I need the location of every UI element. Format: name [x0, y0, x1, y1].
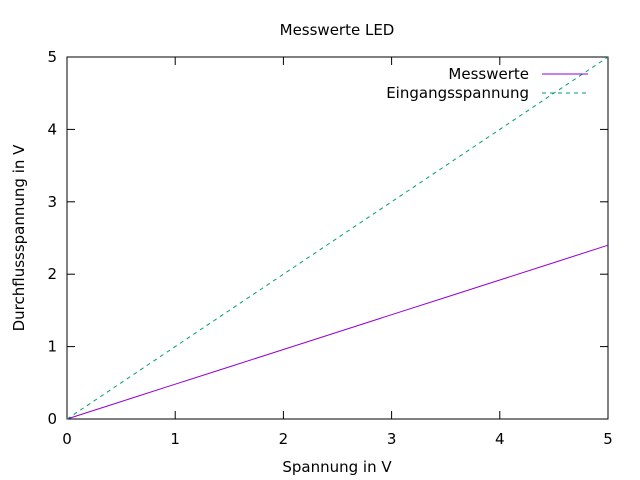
- legend-label: Messwerte: [448, 65, 529, 83]
- y-tick-label: 1: [47, 338, 57, 356]
- plot-frame: [66, 56, 609, 420]
- series-line-messwerte: [66, 244, 609, 420]
- y-tick-label: 4: [47, 120, 57, 138]
- x-tick-label: 3: [387, 430, 397, 448]
- y-tick-label: 5: [47, 48, 57, 66]
- chart-title: Messwerte LED: [280, 21, 395, 39]
- x-axis-ticks: 0 1 2 3 4 5: [62, 57, 613, 448]
- legend-label: Eingangsspannung: [386, 84, 529, 102]
- y-tick-label: 0: [47, 410, 57, 428]
- x-tick-label: 1: [170, 430, 180, 448]
- series-layer: [66, 56, 609, 420]
- y-tick-label: 3: [47, 193, 57, 211]
- x-tick-label: 5: [603, 430, 613, 448]
- y-axis-label: Durchflussspannung in V: [10, 144, 28, 332]
- y-axis-ticks: 0 1 2 3 4 5: [47, 48, 608, 428]
- y-tick-label: 2: [47, 265, 57, 283]
- x-tick-label: 2: [279, 430, 289, 448]
- x-tick-label: 4: [495, 430, 505, 448]
- x-axis-label: Spannung in V: [282, 458, 392, 476]
- x-tick-label: 0: [62, 430, 72, 448]
